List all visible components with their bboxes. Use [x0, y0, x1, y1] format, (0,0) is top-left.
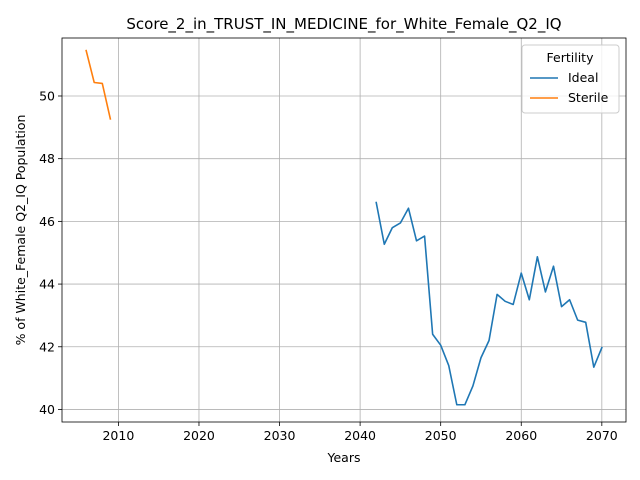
series-line-sterile — [85, 49, 112, 120]
y-axis-ticks: 40 42 44 46 48 50 — [39, 88, 62, 417]
y-tick-label: 44 — [39, 277, 55, 292]
x-tick-label: 2050 — [425, 428, 457, 443]
x-tick-label: 2010 — [102, 428, 134, 443]
chart-title: Score_2_in_TRUST_IN_MEDICINE_for_White_F… — [126, 15, 561, 34]
y-axis-label: % of White_Female Q2_IQ Population — [13, 115, 28, 346]
y-tick-label: 48 — [39, 151, 55, 166]
legend-entry-sterile: Sterile — [568, 90, 609, 105]
y-tick-label: 40 — [39, 402, 55, 417]
x-tick-label: 2040 — [344, 428, 376, 443]
y-tick-label: 50 — [39, 88, 55, 103]
legend-title: Fertility — [547, 50, 595, 65]
series-lines — [85, 49, 603, 406]
x-tick-label: 2070 — [586, 428, 618, 443]
x-axis-label: Years — [327, 450, 361, 465]
series-line-ideal — [375, 201, 603, 406]
x-tick-label: 2060 — [505, 428, 537, 443]
legend-entry-ideal: Ideal — [568, 70, 598, 85]
x-tick-label: 2030 — [264, 428, 296, 443]
x-tick-label: 2020 — [183, 428, 215, 443]
plot-area-frame — [61, 37, 627, 423]
y-tick-label: 46 — [39, 214, 55, 229]
legend: Fertility Ideal Sterile — [521, 44, 620, 114]
x-axis-ticks: 2010 2020 2030 2040 2050 2060 2070 — [102, 422, 618, 443]
legend-box — [521, 44, 620, 114]
y-tick-label: 42 — [39, 339, 55, 354]
